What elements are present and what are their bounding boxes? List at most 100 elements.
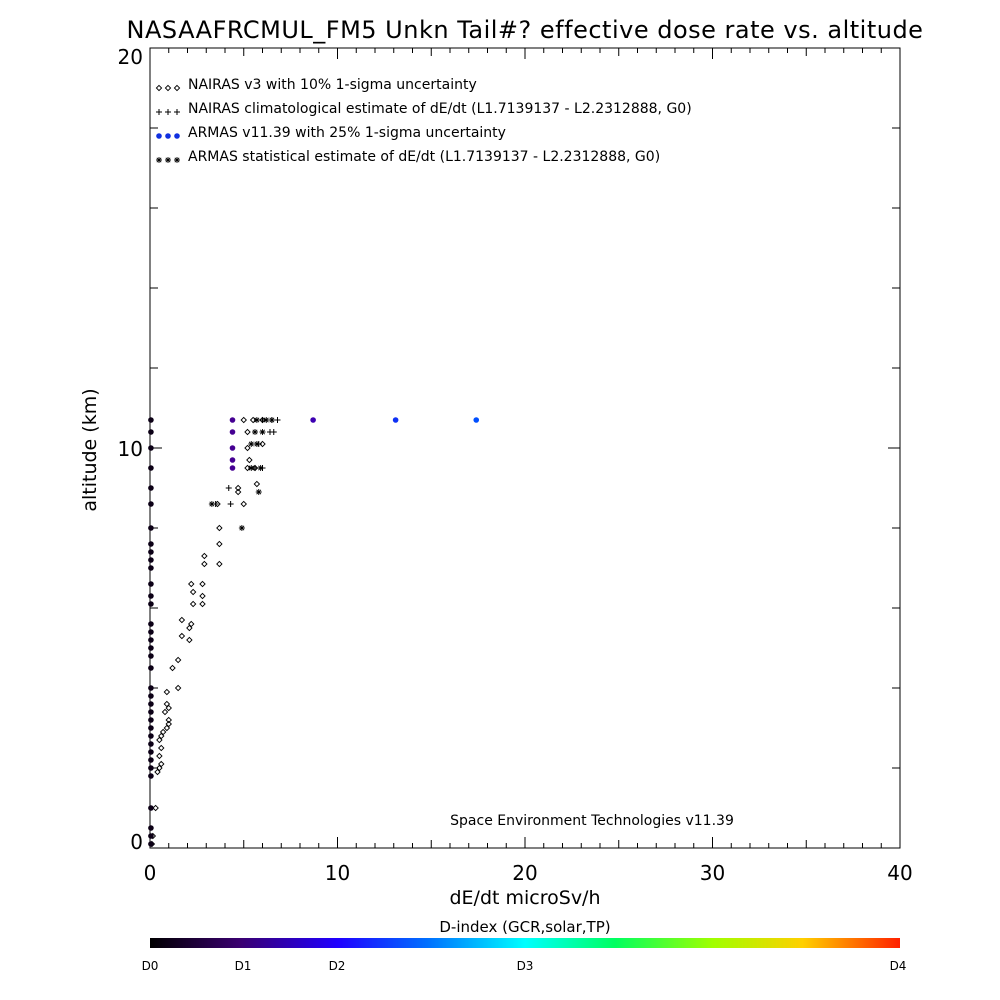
legend-marker xyxy=(156,133,162,139)
nairas-v3-point xyxy=(174,656,182,664)
nairas-v3-point xyxy=(244,464,251,472)
legend-marker xyxy=(155,84,163,92)
nairas-v3-point xyxy=(234,488,242,496)
nairas-v3-point xyxy=(199,580,206,588)
armas-point xyxy=(229,465,236,471)
nairas-v3-point xyxy=(159,728,167,736)
nairas-v3-point xyxy=(244,428,251,436)
armas-point xyxy=(148,773,154,779)
y-axis-label: altitude (km) xyxy=(79,388,101,511)
armas-statistical-point xyxy=(208,501,215,507)
armas-point xyxy=(148,765,154,771)
nairas-v3-point xyxy=(201,560,208,568)
colorbar-label-d3: D3 xyxy=(517,959,534,973)
nairas-v3-point xyxy=(201,552,208,560)
armas-point xyxy=(148,725,154,731)
legend-label-armas-statistical: ARMAS statistical estimate of dE/dt (L1.… xyxy=(188,149,660,165)
legend-symbol-nairas-climatological xyxy=(156,109,180,115)
armas-statistical-point xyxy=(255,489,262,495)
armas-point xyxy=(148,749,154,755)
armas-point xyxy=(229,429,236,435)
nairas-v3-point xyxy=(189,600,197,608)
armas-point xyxy=(148,485,154,491)
nairas-climatological-point xyxy=(227,501,234,507)
armas-point xyxy=(148,665,154,671)
armas-statistical-point xyxy=(263,417,270,423)
legend-symbol-armas-statistical xyxy=(156,157,180,163)
nairas-v3-point xyxy=(165,716,172,724)
armas-point xyxy=(148,701,154,707)
nairas-v3-point xyxy=(161,708,169,716)
legend-symbol-armas-v11 xyxy=(156,133,180,139)
armas-point xyxy=(148,417,154,423)
armas-point xyxy=(148,629,154,635)
nairas-v3-point xyxy=(178,616,186,624)
armas-point xyxy=(148,621,154,627)
armas-point xyxy=(310,417,316,423)
armas-point xyxy=(148,757,154,763)
nairas-v3-point xyxy=(234,484,242,492)
armas-point xyxy=(148,825,154,831)
nairas-v3-point xyxy=(158,744,165,752)
nairas-v3-point xyxy=(199,592,206,600)
legend-marker xyxy=(165,157,171,163)
nairas-v3-point xyxy=(165,704,172,712)
y-tick-label-2: 20 xyxy=(118,45,143,69)
legend: NAIRAS v3 with 10% 1-sigma uncertainty N… xyxy=(155,77,692,165)
y-tick-label-0: 0 xyxy=(130,830,143,854)
nairas-v3-point xyxy=(249,416,257,424)
x-tick-label-0: 0 xyxy=(144,861,157,885)
legend-label-armas-v11: ARMAS v11.39 with 25% 1-sigma uncertaint… xyxy=(188,125,506,141)
nairas-v3-point xyxy=(244,444,251,452)
legend-marker xyxy=(164,84,172,92)
legend-symbol-nairas-v3 xyxy=(155,84,181,92)
nairas-v3-point xyxy=(188,620,195,628)
armas-statistical-point xyxy=(257,465,264,471)
colorbar-label-d4: D4 xyxy=(890,959,907,973)
x-tick-label-1: 10 xyxy=(325,861,350,885)
nairas-v3-point xyxy=(216,560,223,568)
armas-point xyxy=(148,693,154,699)
armas-point xyxy=(148,581,154,587)
armas-point xyxy=(148,429,154,435)
x-tick-label-4: 40 xyxy=(887,861,912,885)
nairas-v3-point xyxy=(156,764,163,772)
armas-point xyxy=(148,805,154,811)
armas-point xyxy=(148,549,154,555)
nairas-v3-point xyxy=(246,456,253,464)
nairas-v3-point xyxy=(178,632,186,640)
nairas-v3-point xyxy=(163,700,171,708)
x-tick-label-3: 30 xyxy=(700,861,725,885)
nairas-v3-point xyxy=(152,804,159,812)
chart-title: NASAAFRCMUL_FM5 Unkn Tail#? effective do… xyxy=(127,16,924,44)
y-tick-label-1: 10 xyxy=(118,437,143,461)
armas-point xyxy=(148,593,154,599)
nairas-v3-point xyxy=(158,732,165,740)
armas-point xyxy=(148,741,154,747)
nairas-v3-point xyxy=(216,524,223,532)
armas-point xyxy=(148,841,154,847)
armas-point xyxy=(148,525,154,531)
colorbar-label-d2: D2 xyxy=(329,959,346,973)
legend-marker xyxy=(165,133,171,139)
colorbar-label-d1: D1 xyxy=(235,959,252,973)
x-axis-label: dE/dt microSv/h xyxy=(449,887,600,909)
nairas-v3-point xyxy=(199,600,206,608)
armas-point xyxy=(148,653,154,659)
nairas-v3-point xyxy=(253,480,261,488)
legend-marker xyxy=(165,109,171,115)
colorbar-label-d0: D0 xyxy=(142,959,159,973)
armas-statistical-point xyxy=(248,465,255,471)
armas-point xyxy=(148,733,154,739)
legend-label-nairas-v3: NAIRAS v3 with 10% 1-sigma uncertainty xyxy=(188,77,477,93)
armas-point xyxy=(148,445,154,451)
nairas-v3-point xyxy=(186,624,193,632)
nairas-climatological-point xyxy=(274,417,281,423)
armas-point xyxy=(148,637,154,643)
nairas-v3-point xyxy=(240,500,247,508)
plot-frame xyxy=(149,47,901,849)
nairas-v3-point xyxy=(158,760,165,768)
nairas-v3-point xyxy=(165,720,172,728)
armas-statistical-point xyxy=(259,429,266,435)
